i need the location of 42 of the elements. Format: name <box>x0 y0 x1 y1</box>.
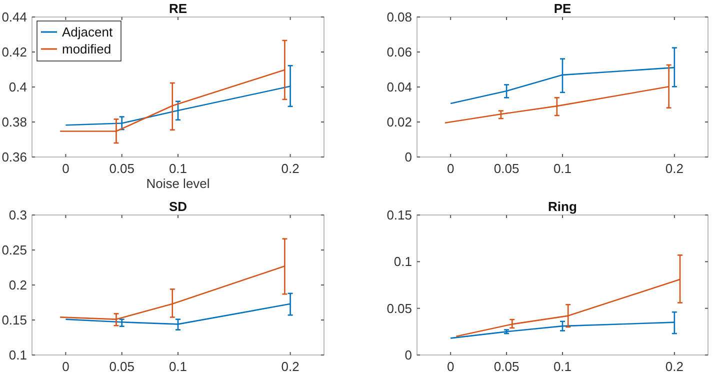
y-tick-label: 0.15 <box>2 312 27 328</box>
y-tick-label: 0 <box>404 348 412 362</box>
y-tick-label: 0.04 <box>386 80 412 94</box>
y-tick-label: 0.38 <box>2 114 27 130</box>
chart-title: Ring <box>548 199 577 214</box>
y-tick-label: 0.2 <box>8 278 27 292</box>
x-tick-label: 0.1 <box>553 359 572 374</box>
chart-title: SD <box>168 199 188 214</box>
x-tick-label: 0 <box>62 161 70 176</box>
x-tick-label: 0.05 <box>494 161 520 176</box>
x-tick-label: 0 <box>446 359 454 374</box>
y-tick-label: 0.4 <box>8 80 27 94</box>
y-tick-label: 0.36 <box>2 150 27 164</box>
x-tick-label: 0.1 <box>553 161 572 176</box>
y-tick-label: 0.25 <box>2 242 27 258</box>
legend-label: Adjacent <box>62 24 113 40</box>
y-tick-label: 0.15 <box>386 208 412 222</box>
legend-label: modified <box>62 42 112 56</box>
y-tick-label: 0.44 <box>2 10 27 24</box>
x-tick-label: 0 <box>446 161 454 176</box>
y-tick-label: 0.42 <box>2 44 27 60</box>
x-tick-label: 0.05 <box>109 359 134 374</box>
y-tick-label: 0.08 <box>386 10 412 24</box>
x-tick-label: 0.1 <box>168 359 188 374</box>
y-tick-label: 0.1 <box>8 348 27 362</box>
x-tick-label: 0.2 <box>665 161 684 176</box>
x-tick-label: 0.2 <box>281 359 300 374</box>
y-tick-label: 0.06 <box>386 44 412 60</box>
chart-title: PE <box>554 1 572 16</box>
x-tick-label: 0.2 <box>665 359 684 374</box>
x-tick-label: 0 <box>62 359 70 374</box>
y-tick-label: 0.02 <box>386 114 412 130</box>
x-axis-title: Noise level <box>146 176 210 191</box>
y-tick-label: 0.05 <box>386 300 412 316</box>
y-tick-label: 0 <box>404 150 412 164</box>
y-tick-label: 0.3 <box>8 208 27 222</box>
chart-title: RE <box>168 1 188 16</box>
x-tick-label: 0.05 <box>109 161 134 176</box>
x-tick-label: 0.2 <box>281 161 300 176</box>
x-tick-label: 0.1 <box>168 161 188 176</box>
y-tick-label: 0.1 <box>394 254 412 270</box>
x-tick-label: 0.05 <box>494 359 520 374</box>
